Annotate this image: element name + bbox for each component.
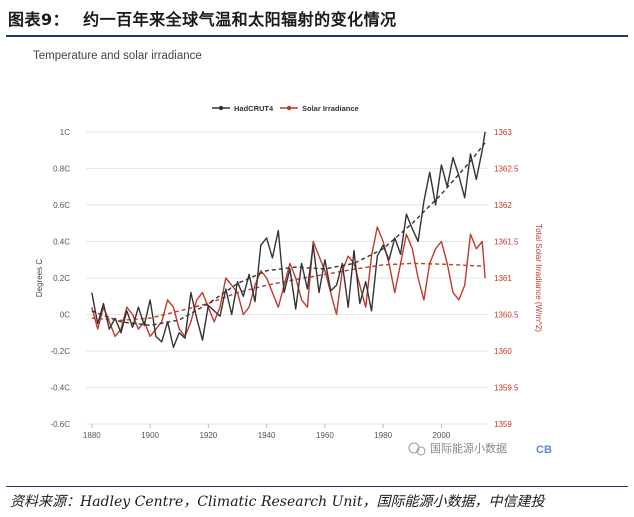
y2-tick-label: 1361.5 xyxy=(494,238,519,247)
x-tick-label: 2000 xyxy=(432,431,450,440)
line-chart: 1C 0.8C 0.6C 0.4C 0.2C 0C -0.2C -0.4C -0.6C 1363 1… xyxy=(35,104,552,456)
title-underline xyxy=(6,35,628,37)
y-tick-label: 0.6C xyxy=(53,201,70,210)
chart-card: 1C 0.8C 0.6C 0.4C 0.2C 0C -0.2C -0.4C -0.6C 1363 1… xyxy=(16,42,614,480)
x-tick-label: 1880 xyxy=(83,431,101,440)
watermark-text: 国际能源小数据 xyxy=(430,441,507,455)
legend-hadcrut4-label: HadCRUT4 xyxy=(234,104,274,113)
x-tick-label: 1980 xyxy=(374,431,392,440)
legend-solar-label: Solar Irradiance xyxy=(302,104,359,113)
y-tick-label: 0.2C xyxy=(53,274,70,283)
y2-tick-label: 1363 xyxy=(494,128,512,137)
series-solar-trend-line xyxy=(91,262,486,321)
figure-header: 图表9： 约一百年来全球气温和太阳辐射的变化情况 xyxy=(0,0,634,40)
y2-tick-label: 1362.5 xyxy=(494,165,519,174)
figure-title-text: 约一百年来全球气温和太阳辐射的变化情况 xyxy=(83,10,397,29)
y2-tick-label: 1360 xyxy=(494,347,512,356)
y-tick-label: -0.6C xyxy=(50,420,70,429)
y2-axis-label: Total Solar Irradiance (W/m^2) xyxy=(534,224,543,332)
source-note: 资料来源：Hadley Centre，Climatic Research Uni… xyxy=(10,494,545,510)
chart-title: Temperature and solar irradiance xyxy=(33,50,202,62)
x-tick-label: 1940 xyxy=(258,431,276,440)
figure-label: 图表9： xyxy=(8,10,70,29)
watermark-logo: CB xyxy=(536,444,552,456)
series-solar-line xyxy=(91,226,486,338)
wechat-icon-small xyxy=(416,446,426,456)
series-hadcrut4-line xyxy=(91,131,486,349)
x-tick-label: 1960 xyxy=(316,431,334,440)
legend-hadcrut4-marker xyxy=(218,105,224,111)
legend-solar-marker xyxy=(286,105,292,111)
series-hadcrut4-trend-line xyxy=(91,142,486,327)
y2-tick-label: 1359 xyxy=(494,420,512,429)
y-tick-label: 1C xyxy=(60,128,70,137)
wechat-icon xyxy=(408,442,420,454)
y-tick-label: 0.4C xyxy=(53,238,70,247)
y-tick-label: -0.2C xyxy=(50,347,70,356)
y-axis-label: Degrees C xyxy=(35,259,44,297)
figure-title: 图表9： 约一百年来全球气温和太阳辐射的变化情况 xyxy=(8,6,397,30)
y2-tick-label: 1362 xyxy=(494,201,512,210)
y2-tick-label: 1359.5 xyxy=(494,384,519,393)
y-tick-label: -0.4C xyxy=(50,384,70,393)
x-tick-label: 1920 xyxy=(199,431,217,440)
y2-tick-label: 1360.5 xyxy=(494,311,519,320)
y-tick-label: 0.8C xyxy=(53,165,70,174)
y-tick-label: 0C xyxy=(60,311,70,320)
y2-tick-label: 1361 xyxy=(494,274,512,283)
source-divider xyxy=(6,486,628,487)
x-tick-label: 1900 xyxy=(141,431,159,440)
